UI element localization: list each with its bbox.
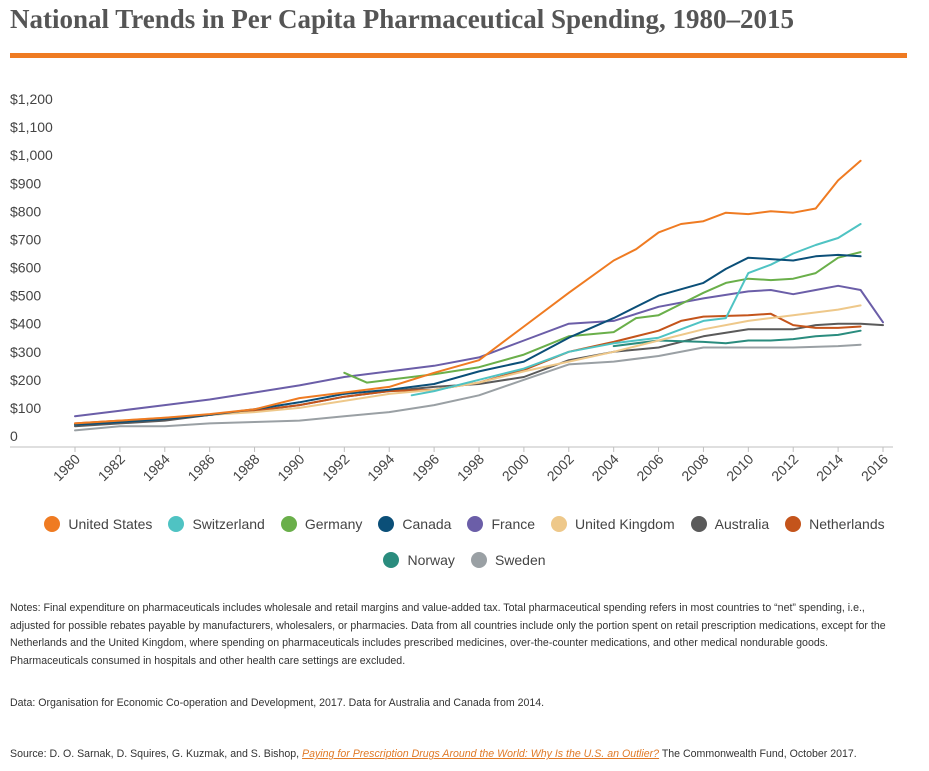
legend-marker-icon [467,516,484,532]
x-tick-label: 2006 [633,451,666,484]
series-line-france [74,284,884,418]
series-line-united-kingdom [74,304,862,426]
chart-title: National Trends in Per Capita Pharmaceut… [10,4,795,34]
y-tick-label: $1,100 [10,119,53,135]
legend-label: Switzerland [192,516,265,532]
legend: United States Switzerland Germany Canada Fra… [0,512,929,572]
x-tick-label: 1992 [319,451,352,484]
legend-row: United States Switzerland Germany Canada Fra… [0,512,929,536]
x-tick-label: 1988 [229,451,262,484]
y-tick-label: $400 [10,316,41,332]
title-rule [10,53,907,58]
y-tick-label: $800 [10,203,41,219]
x-tick-label: 1990 [274,451,307,484]
legend-item-united-kingdom: United Kingdom [551,516,675,532]
legend-item-france: France [467,516,535,532]
legend-label: France [491,516,536,532]
legend-item-germany: Germany [280,516,363,532]
legend-label: United Kingdom [575,516,675,532]
line-chart: 0 $100 $200 $300 $400 $500 $600 $700 $800 $900 $1,… [10,91,893,484]
legend-marker-icon [551,516,568,532]
legend-label: Sweden [494,552,546,568]
series-line-united-states [74,159,862,425]
x-tick-label: 2002 [544,451,577,484]
legend-marker-icon [280,516,297,532]
series-line-germany [343,251,862,384]
source-citation: Source: D. O. Sarnak, D. Squires, G. Kuz… [10,746,910,764]
x-tick-label: 1980 [50,451,83,484]
x-tick-label: 2012 [768,451,801,484]
legend-marker-icon [44,516,61,532]
x-tick-label: 2000 [499,451,532,484]
legend-item-netherlands: Netherlands [785,516,885,532]
y-tick-label: $300 [10,344,41,360]
legend-label: Canada [402,516,452,532]
legend-item-switzerland: Switzerland [168,516,265,532]
y-tick-label: $100 [10,400,41,416]
series-line-australia [74,322,884,428]
legend-item-sweden: Sweden [470,552,546,568]
legend-label: Norway [407,552,455,568]
y-tick-label: $700 [10,231,41,247]
x-tick-label: 2016 [858,451,891,484]
y-tick-label: $1,000 [10,147,53,163]
legend-item-united-states: United States [44,516,152,532]
y-tick-label: $1,200 [10,91,53,107]
x-tick-label: 1986 [184,451,217,484]
source-suffix: The Commonwealth Fund, October 2017. [659,748,857,760]
series-line-switzerland [410,223,862,397]
legend-marker-icon [785,516,802,532]
legend-label: United States [68,516,153,532]
legend-row: Norway Sweden [0,548,929,572]
legend-label: Germany [304,516,363,532]
legend-item-australia: Australia [690,516,770,532]
y-tick-label: $200 [10,372,41,388]
x-tick-label: 1998 [454,451,487,484]
x-tick-label: 1982 [95,451,128,484]
y-tick-label: $900 [10,175,41,191]
legend-marker-icon [690,516,707,532]
source-link[interactable]: Paying for Prescription Drugs Around the… [302,748,660,760]
source-prefix: Source: D. O. Sarnak, D. Squires, G. Kuz… [10,748,303,760]
legend-marker-icon [470,552,487,568]
x-tick-label: 2014 [813,451,846,484]
chart-notes: Notes: Final expenditure on pharmaceutic… [10,602,886,667]
legend-item-norway: Norway [383,552,455,568]
y-tick-label: $500 [10,288,41,304]
legend-marker-icon [383,552,400,568]
legend-label: Australia [714,516,770,532]
series-line-norway [612,329,862,348]
x-tick-label: 2008 [678,451,711,484]
y-tick-label: 0 [10,428,18,444]
legend-marker-icon [378,516,395,532]
x-tick-label: 2010 [723,451,756,484]
x-tick-label: 1996 [409,451,442,484]
y-tick-label: $600 [10,260,41,276]
x-tick-label: 1984 [140,451,173,484]
x-tick-label: 1994 [364,451,397,484]
legend-label: Netherlands [809,516,885,532]
x-tick-label: 2004 [588,451,621,484]
legend-item-canada: Canada [378,516,451,532]
data-note: Data: Organisation for Economic Co-opera… [10,697,545,709]
legend-marker-icon [168,516,185,532]
series-line-sweden [74,343,862,432]
